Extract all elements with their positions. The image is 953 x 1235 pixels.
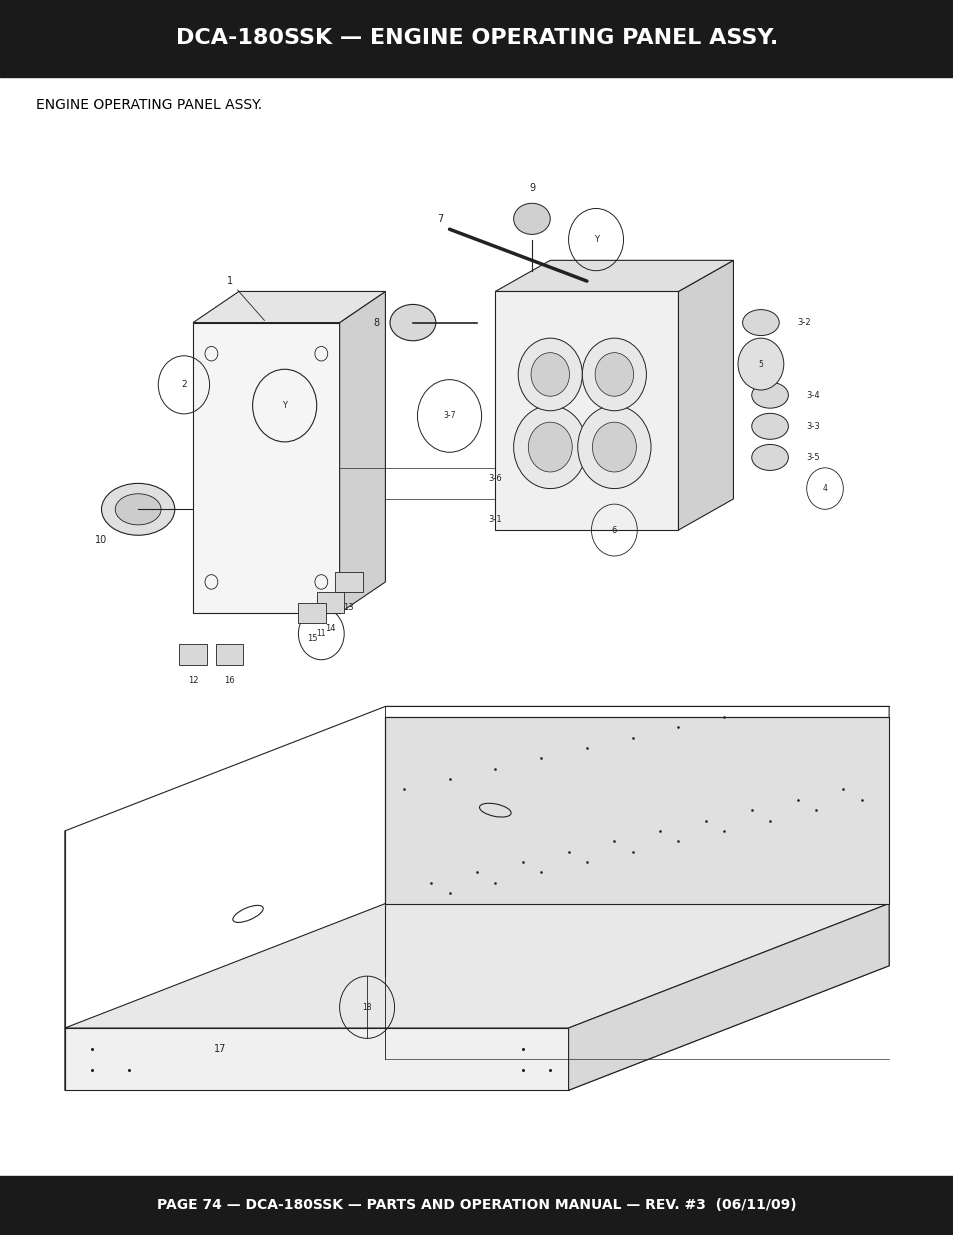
Text: 5: 5 [758, 359, 762, 368]
Polygon shape [678, 261, 733, 530]
Ellipse shape [741, 310, 779, 336]
Text: 10: 10 [95, 536, 108, 546]
Bar [0, 1176, 953, 1235]
Polygon shape [385, 716, 888, 904]
Circle shape [738, 338, 783, 390]
Polygon shape [65, 1028, 568, 1091]
Bar [316, 593, 344, 613]
Circle shape [592, 422, 636, 472]
Text: 14: 14 [325, 624, 335, 634]
Circle shape [531, 353, 569, 396]
Polygon shape [495, 291, 678, 530]
Ellipse shape [513, 204, 550, 235]
Ellipse shape [751, 414, 787, 440]
Circle shape [517, 338, 581, 411]
Text: 15: 15 [307, 635, 317, 643]
Ellipse shape [751, 383, 787, 408]
Text: 3-2: 3-2 [797, 319, 810, 327]
Polygon shape [568, 904, 888, 1091]
Text: 7: 7 [436, 214, 443, 224]
Text: 4: 4 [821, 484, 826, 493]
Ellipse shape [101, 483, 174, 535]
Polygon shape [65, 904, 888, 1028]
Text: 13: 13 [343, 604, 354, 613]
Circle shape [581, 338, 646, 411]
Bar [0, 0, 953, 77]
Polygon shape [193, 291, 385, 322]
Text: DCA-180SSK — ENGINE OPERATING PANEL ASSY.: DCA-180SSK — ENGINE OPERATING PANEL ASSY… [175, 28, 778, 48]
Polygon shape [193, 322, 339, 613]
Text: ENGINE OPERATING PANEL ASSY.: ENGINE OPERATING PANEL ASSY. [36, 98, 262, 112]
Text: 6: 6 [611, 526, 617, 535]
Bar [179, 645, 207, 664]
Text: 8: 8 [373, 317, 379, 327]
Bar [215, 645, 243, 664]
Text: 3-3: 3-3 [806, 422, 820, 431]
Circle shape [528, 422, 572, 472]
Ellipse shape [115, 494, 161, 525]
Text: Y: Y [282, 401, 287, 410]
Text: 3-4: 3-4 [806, 390, 820, 400]
Text: 18: 18 [362, 1003, 372, 1011]
Text: 3-1: 3-1 [488, 515, 501, 524]
Text: 3-6: 3-6 [488, 474, 501, 483]
Polygon shape [495, 261, 733, 291]
Text: 12: 12 [188, 676, 198, 685]
Text: 2: 2 [181, 380, 187, 389]
Text: Y: Y [593, 235, 598, 245]
Circle shape [595, 353, 633, 396]
Text: 3-7: 3-7 [443, 411, 456, 420]
Circle shape [513, 405, 586, 489]
Ellipse shape [751, 445, 787, 471]
Ellipse shape [390, 304, 436, 341]
Bar [335, 572, 362, 593]
Text: 3-5: 3-5 [806, 453, 820, 462]
Text: 11: 11 [316, 630, 326, 638]
Text: 16: 16 [224, 676, 234, 685]
Polygon shape [339, 291, 385, 613]
Text: PAGE 74 — DCA-180SSK — PARTS AND OPERATION MANUAL — REV. #3  (06/11/09): PAGE 74 — DCA-180SSK — PARTS AND OPERATI… [157, 1198, 796, 1213]
Text: 9: 9 [528, 183, 535, 193]
Circle shape [578, 405, 650, 489]
Bar [298, 603, 326, 624]
Text: 1: 1 [227, 277, 264, 321]
Text: 17: 17 [214, 1044, 227, 1053]
